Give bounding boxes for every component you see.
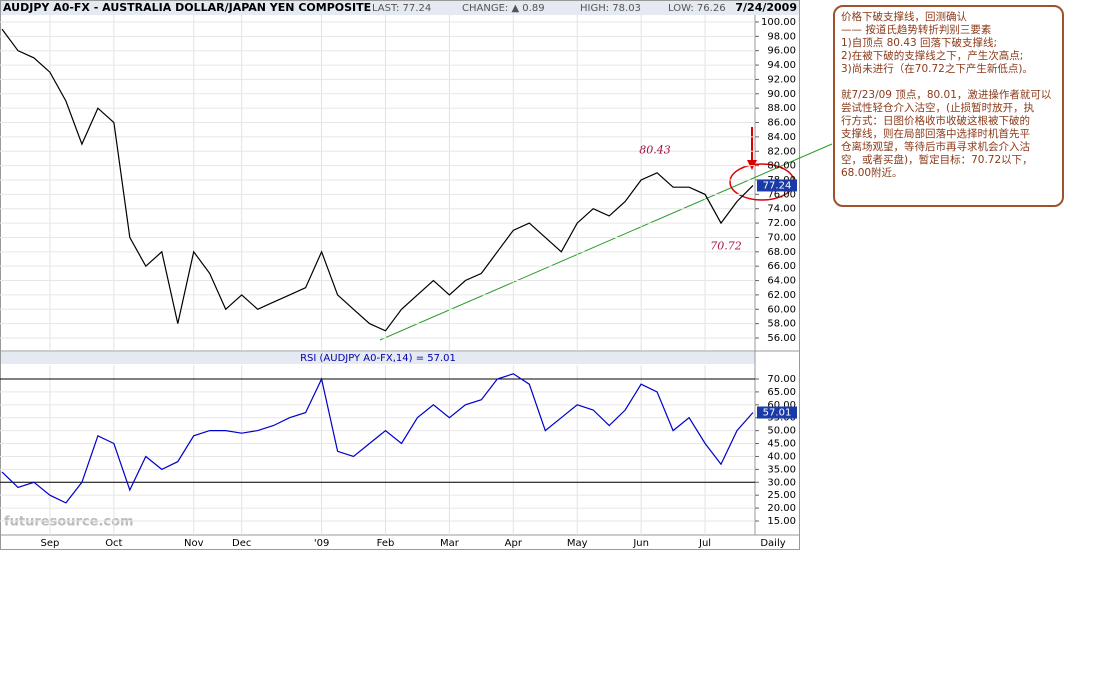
y-tick-label: 15.00 (767, 516, 796, 527)
y-tick-label: 70.00 (767, 374, 796, 385)
y-tick-label: 45.00 (767, 439, 796, 450)
y-tick-label: 62.00 (767, 290, 796, 301)
note-line: 仓离场观望，等待后市再寻求机会介入沽 (841, 141, 1030, 153)
stat: LOW: 76.26 (668, 3, 726, 14)
y-tick-label: 80.00 (767, 161, 796, 172)
y-tick-label: 40.00 (767, 451, 796, 462)
note-line: 空，或者买盘)，暂定目标：70.72以下， (841, 154, 1033, 166)
rsi-title: RSI (AUDJPY A0-FX,14) = 57.01 (300, 353, 456, 364)
stat: LAST: 77.24 (372, 3, 431, 14)
trend-line (379, 143, 833, 341)
chart-frame (0, 0, 800, 550)
y-tick-label: 72.00 (767, 218, 796, 229)
last-value-box (757, 406, 797, 419)
date: 7/24/2009 (735, 1, 797, 14)
note-line: 尝试性轻仓介入沽空，(止损暂时放开，执 (841, 102, 1035, 114)
watermark: futuresource.com (4, 515, 134, 530)
last-value-box (757, 179, 797, 192)
x-tick-label: Dec (232, 538, 251, 549)
arrow-head (747, 160, 757, 170)
chart-title: AUDJPY A0-FX - AUSTRALIA DOLLAR/JAPAN YE… (3, 1, 371, 14)
stat: HIGH: 78.03 (580, 3, 641, 14)
y-tick-label: 60.00 (767, 400, 796, 411)
y-tick-label: 94.00 (767, 60, 796, 71)
y-tick-label: 88.00 (767, 103, 796, 114)
y-tick-label: 64.00 (767, 276, 796, 287)
note-line: 支撑线，则在局部回落中选择时机首先平 (841, 128, 1030, 140)
y-tick-label: 82.00 (767, 146, 796, 157)
y-tick-label: 35.00 (767, 464, 796, 475)
y-tick-label: 84.00 (767, 132, 796, 143)
note-line: —— 按道氏趋势转折判别三要素 (841, 24, 992, 36)
note-line: 3)尚未进行（在70.72之下产生新低点)。 (841, 63, 1033, 75)
y-tick-label: 100.00 (761, 17, 796, 28)
note-line: 行方式：日图价格收市收破这根被下破的 (841, 115, 1030, 127)
note-line: 价格下破支撑线，回测确认 (841, 11, 967, 23)
y-tick-label: 92.00 (767, 74, 796, 85)
rsi-header-bar (1, 352, 755, 364)
header-bar (1, 1, 799, 15)
y-tick-label: 60.00 (767, 304, 796, 315)
y-tick-label: 76.00 (767, 189, 796, 200)
x-tick-label: Feb (377, 538, 395, 549)
x-tick-label: Sep (41, 538, 60, 549)
x-tick-label: Oct (105, 538, 122, 549)
y-tick-label: 25.00 (767, 490, 796, 501)
x-tick-label: '09 (314, 538, 329, 549)
last-value-label: 57.01 (763, 408, 792, 419)
x-tick-label: Jun (632, 538, 649, 549)
annotation: 70.72 (710, 239, 742, 252)
y-tick-label: 20.00 (767, 503, 796, 514)
note-line: 2)在被下破的支撑线之下，产生次高点; (841, 50, 1024, 62)
note-line: 68.00附近。 (841, 167, 903, 179)
y-tick-label: 74.00 (767, 204, 796, 215)
y-tick-label: 68.00 (767, 247, 796, 258)
x-tick-label: Jul (698, 538, 711, 549)
x-axis-label: Daily (760, 538, 785, 549)
y-tick-label: 30.00 (767, 477, 796, 488)
y-tick-label: 66.00 (767, 261, 796, 272)
y-tick-label: 86.00 (767, 118, 796, 129)
note-line: 1)自顶点 80.43 回落下破支撑线; (841, 37, 998, 49)
y-tick-label: 70.00 (767, 232, 796, 243)
annotation-box: 价格下破支撑线，回测确认 —— 按道氏趋势转折判别三要素 1)自顶点 80.43 回… (833, 5, 1064, 207)
x-tick-label: May (567, 538, 588, 549)
x-tick-label: Nov (184, 538, 204, 549)
note-line: 就7/23/09 顶点，80.01，激进操作者就可以 (841, 89, 1052, 101)
y-tick-label: 65.00 (767, 387, 796, 398)
annotation: 80.43 (639, 144, 671, 157)
last-value-label: 77.24 (763, 180, 792, 191)
series-line (1, 373, 754, 504)
y-tick-label: 58.00 (767, 319, 796, 330)
y-tick-label: 96.00 (767, 46, 796, 57)
y-tick-label: 90.00 (767, 89, 796, 100)
series-line (1, 28, 754, 332)
stat: CHANGE: ▲ 0.89 (462, 3, 545, 14)
x-tick-label: Mar (440, 538, 460, 549)
y-tick-label: 98.00 (767, 31, 796, 42)
note-line (841, 76, 1056, 89)
x-tick-label: Apr (505, 538, 523, 549)
y-tick-label: 50.00 (767, 426, 796, 437)
y-tick-label: 56.00 (767, 333, 796, 344)
